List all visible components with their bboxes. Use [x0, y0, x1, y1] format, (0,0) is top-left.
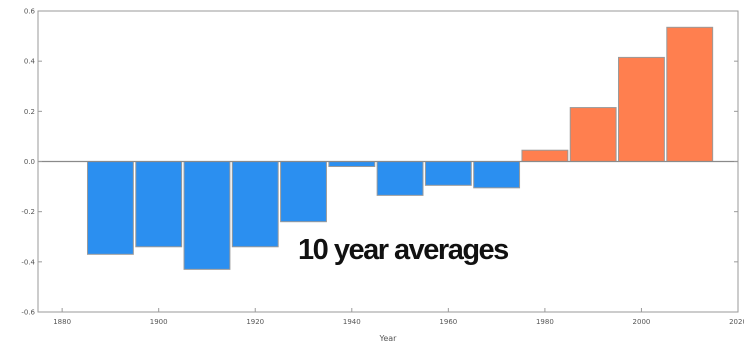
bars-group [86, 26, 714, 270]
bar-2010 [666, 26, 714, 162]
bar-1930 [280, 161, 327, 223]
bar-1920 [231, 161, 279, 248]
x-axis-title: Year [379, 334, 398, 343]
x-tick-label: 1960 [439, 318, 457, 326]
bar-1940 [328, 161, 376, 168]
x-tick-label: 1880 [53, 318, 71, 326]
y-tick-label: 0.4 [24, 58, 36, 66]
x-tick-label: 1940 [343, 318, 361, 326]
x-tick-label: 2000 [633, 318, 651, 326]
x-tick-label: 1980 [536, 318, 554, 326]
bar-1890 [86, 161, 134, 255]
y-tick-label: -0.6 [21, 309, 35, 317]
y-axis: 0.6 0.4 0.2 0.0 -0.2 -0.4 -0.6 [21, 8, 738, 317]
bar-1960 [424, 161, 472, 186]
y-tick-label: 0.6 [24, 8, 36, 16]
y-tick-label: 0.2 [24, 108, 35, 116]
bar-2000 [618, 56, 665, 162]
y-tick-label: 0.0 [24, 158, 35, 166]
bar-1980 [521, 149, 569, 162]
x-tick-label: 2020 [729, 318, 744, 326]
bar-1970 [473, 161, 521, 189]
y-tick-label: -0.4 [21, 258, 35, 266]
x-tick-label: 1900 [150, 318, 168, 326]
x-tick-label: 1920 [246, 318, 264, 326]
chart-annotation: 10 year averages [298, 234, 508, 266]
bar-1990 [569, 107, 617, 162]
y-tick-label: -0.2 [21, 208, 35, 216]
bar-1910 [183, 161, 231, 270]
bar-1950 [376, 161, 424, 196]
x-axis: 1880 1900 1920 1940 1960 1980 2000 2020 [53, 308, 744, 326]
bar-1900 [135, 161, 183, 248]
